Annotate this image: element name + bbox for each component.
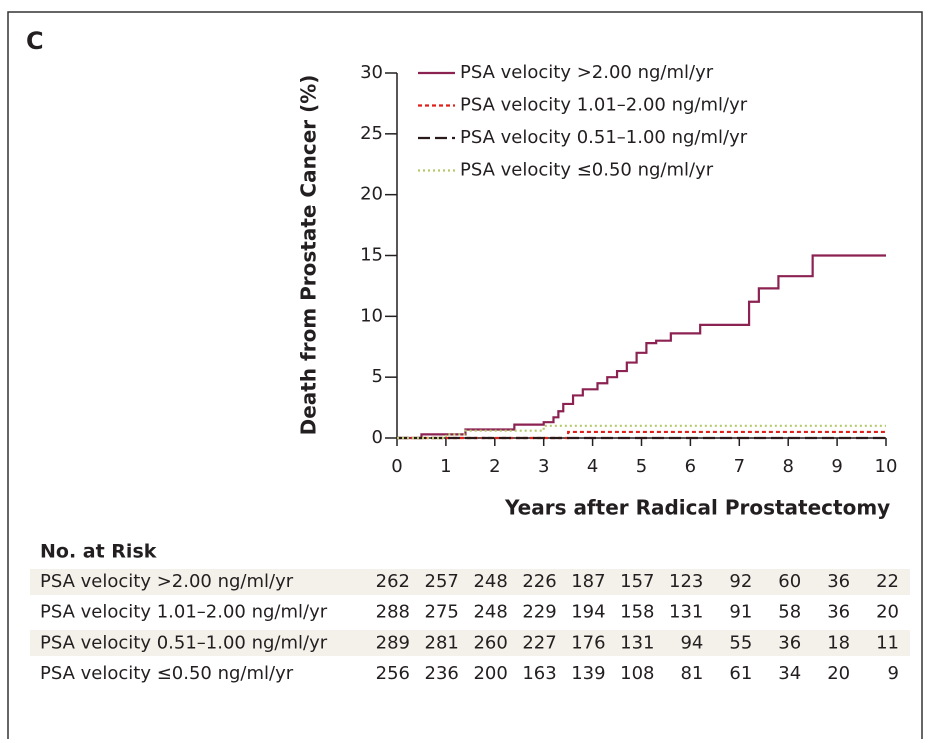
x-tick-label: 10	[875, 456, 898, 477]
risk-count: 229	[522, 602, 556, 623]
risk-count: 18	[827, 632, 850, 653]
legend-label: PSA velocity 1.01–2.00 ng/ml/yr	[460, 95, 748, 116]
risk-count: 61	[729, 663, 752, 684]
risk-count: 176	[571, 632, 605, 653]
x-tick-label: 1	[440, 456, 451, 477]
x-tick-label: 3	[538, 456, 549, 477]
risk-count: 236	[425, 663, 459, 684]
risk-count: 123	[669, 571, 703, 592]
risk-row-label: PSA velocity 0.51–1.00 ng/ml/yr	[40, 632, 328, 653]
y-tick-label: 0	[372, 427, 383, 448]
frame	[7, 11, 923, 743]
risk-count: 22	[876, 571, 899, 592]
y-tick-label: 5	[372, 366, 383, 387]
risk-row-label: PSA velocity 1.01–2.00 ng/ml/yr	[40, 602, 328, 623]
risk-count: 157	[620, 571, 654, 592]
risk-count: 262	[376, 571, 410, 592]
risk-count: 92	[729, 571, 752, 592]
risk-count: 158	[620, 602, 654, 623]
x-tick-label: 8	[782, 456, 793, 477]
risk-count: 81	[680, 663, 703, 684]
y-axis-label: Death from Prostate Cancer (%)	[297, 75, 321, 436]
x-tick-label: 4	[587, 456, 598, 477]
legend-label: PSA velocity ≤0.50 ng/ml/yr	[460, 160, 714, 181]
risk-count: 94	[680, 632, 703, 653]
risk-count: 9	[888, 663, 899, 684]
x-tick-label: 0	[391, 456, 402, 477]
risk-count: 260	[473, 632, 507, 653]
y-tick-label: 20	[360, 184, 383, 205]
x-tick-label: 7	[734, 456, 745, 477]
risk-count: 20	[876, 602, 899, 623]
risk-count: 131	[620, 632, 654, 653]
risk-count: 36	[827, 571, 850, 592]
risk-count: 187	[571, 571, 605, 592]
legend-label: PSA velocity 0.51–1.00 ng/ml/yr	[460, 127, 748, 148]
row-band	[30, 630, 910, 656]
y-tick-label: 30	[360, 62, 383, 83]
risk-count: 11	[876, 632, 899, 653]
risk-count: 194	[571, 602, 605, 623]
x-tick-label: 5	[636, 456, 647, 477]
risk-count: 256	[376, 663, 410, 684]
risk-count: 257	[425, 571, 459, 592]
risk-count: 288	[376, 602, 410, 623]
x-tick-label: 9	[831, 456, 842, 477]
risk-count: 163	[522, 663, 556, 684]
x-tick-label: 2	[489, 456, 500, 477]
y-tick-label: 15	[360, 245, 383, 266]
x-tick-label: 6	[685, 456, 696, 477]
risk-row-label: PSA velocity ≤0.50 ng/ml/yr	[40, 663, 294, 684]
y-tick-label: 10	[360, 305, 383, 326]
risk-count: 275	[425, 602, 459, 623]
risk-count: 20	[827, 663, 850, 684]
risk-count: 36	[778, 632, 801, 653]
risk-count: 281	[425, 632, 459, 653]
risk-count: 289	[376, 632, 410, 653]
risk-count: 60	[778, 571, 801, 592]
y-tick-label: 25	[360, 123, 383, 144]
row-band	[30, 569, 910, 595]
risk-count: 91	[729, 602, 752, 623]
series-line	[397, 254, 886, 440]
risk-count: 248	[473, 571, 507, 592]
risk-count: 248	[473, 602, 507, 623]
risk-count: 227	[522, 632, 556, 653]
risk-count: 55	[729, 632, 752, 653]
legend-label: PSA velocity >2.00 ng/ml/yr	[460, 62, 714, 83]
risk-count: 108	[620, 663, 654, 684]
risk-count: 200	[473, 663, 507, 684]
risk-count: 226	[522, 571, 556, 592]
risk-row-label: PSA velocity >2.00 ng/ml/yr	[40, 571, 294, 592]
panel-label: C	[26, 27, 44, 55]
risk-count: 139	[571, 663, 605, 684]
x-axis-label: Years after Radical Prostatectomy	[504, 496, 890, 520]
risk-count: 34	[778, 663, 801, 684]
risk-count: 58	[778, 602, 801, 623]
risk-table-title: No. at Risk	[40, 541, 157, 563]
risk-count: 131	[669, 602, 703, 623]
risk-count: 36	[827, 602, 850, 623]
